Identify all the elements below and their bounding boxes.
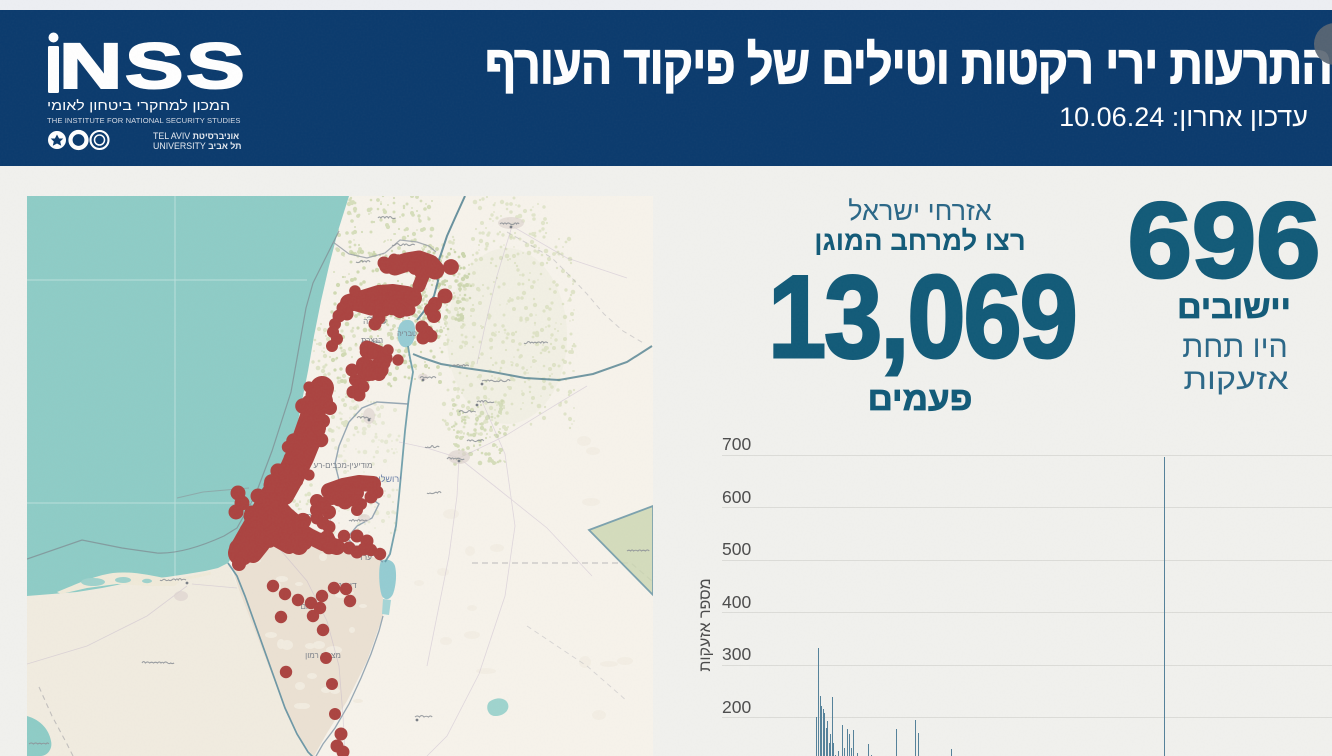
svg-text:טבריה: טבריה	[397, 329, 417, 338]
svg-text:מודיעין-מכבים-רע: מודיעין-מכבים-רע	[314, 461, 373, 470]
